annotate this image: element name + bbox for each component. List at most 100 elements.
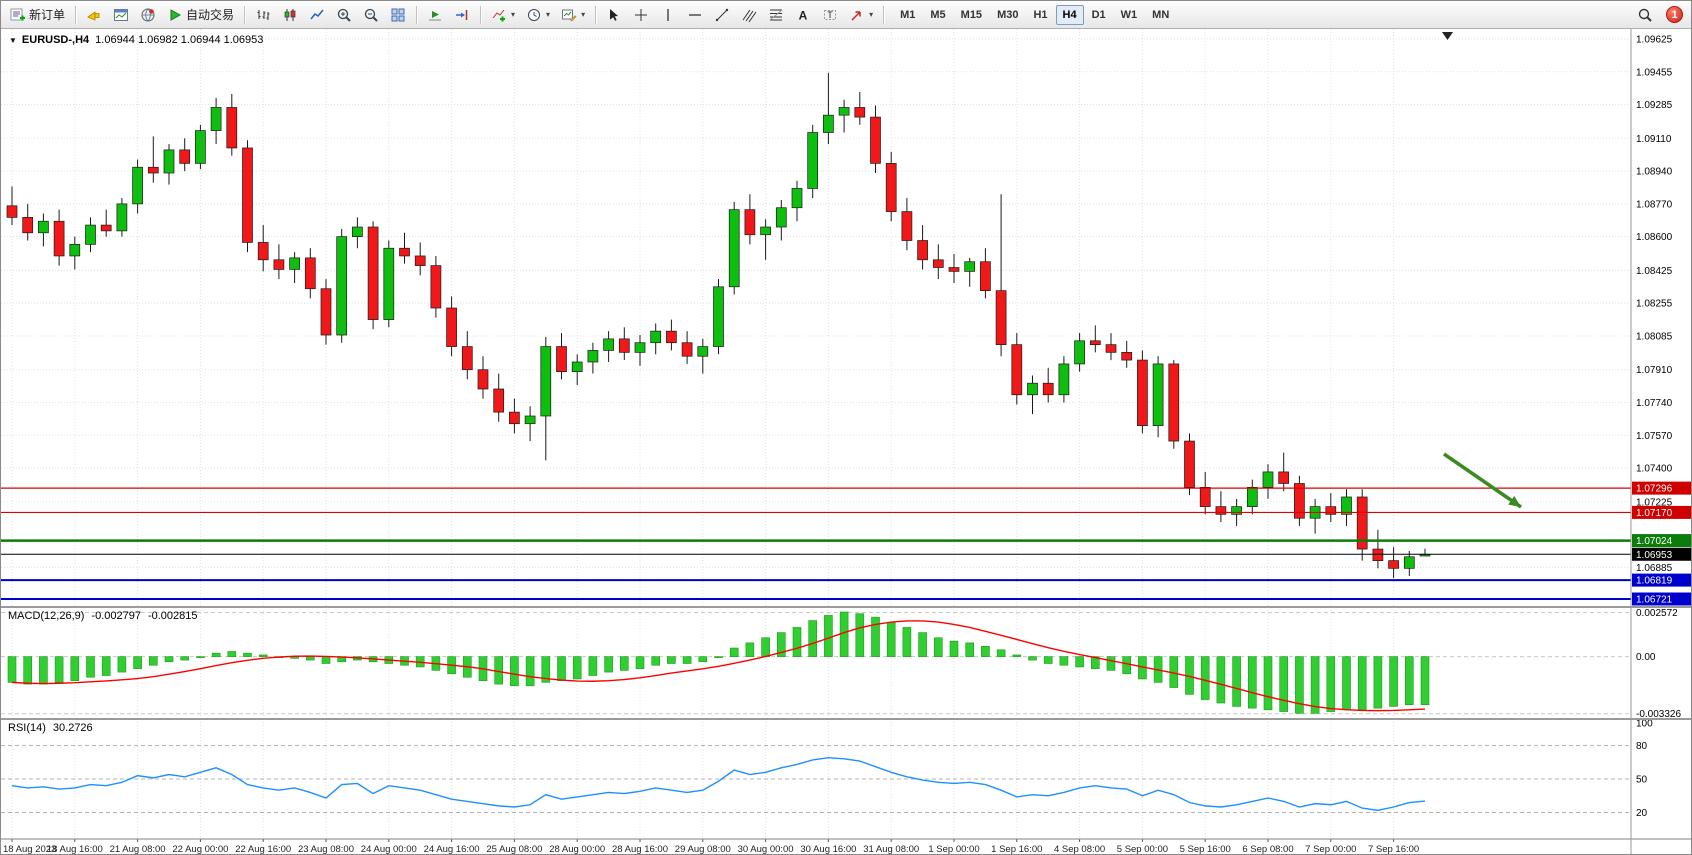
indicators-icon bbox=[492, 9, 506, 21]
timeframe-MN[interactable]: MN bbox=[1145, 5, 1176, 25]
line-chart-button[interactable] bbox=[304, 4, 330, 26]
templates-button[interactable]: ▾ bbox=[556, 4, 590, 26]
svg-text:50: 50 bbox=[1636, 775, 1648, 786]
svg-text:5 Sep 00:00: 5 Sep 00:00 bbox=[1117, 844, 1168, 855]
svg-text:25 Aug 08:00: 25 Aug 08:00 bbox=[486, 844, 542, 855]
tile-windows-button[interactable] bbox=[385, 4, 411, 26]
clock-icon bbox=[528, 8, 541, 21]
svg-text:1.07170: 1.07170 bbox=[1636, 508, 1673, 519]
text-label-icon: T bbox=[824, 9, 837, 20]
svg-text:-0.003326: -0.003326 bbox=[1636, 709, 1681, 720]
autotrading-label: 自动交易 bbox=[186, 8, 235, 22]
crosshair-icon bbox=[635, 8, 648, 21]
fibonacci-tool-button[interactable] bbox=[763, 4, 789, 26]
new-order-button[interactable]: 新订单 bbox=[5, 4, 70, 26]
channel-tool-button[interactable] bbox=[736, 4, 762, 26]
search-icon bbox=[1638, 8, 1652, 22]
chart-shift-marker[interactable] bbox=[1442, 32, 1453, 40]
dropdown-caret: ▾ bbox=[546, 10, 551, 19]
svg-text:1.08255: 1.08255 bbox=[1636, 299, 1673, 310]
timeframe-W1[interactable]: W1 bbox=[1114, 5, 1145, 25]
arrows-tool-button[interactable]: ▾ bbox=[844, 4, 878, 26]
candlestick-chart-button[interactable] bbox=[277, 4, 303, 26]
community-button[interactable] bbox=[135, 4, 161, 26]
toolbar-right-group: 1 bbox=[1632, 4, 1687, 26]
macd-plot bbox=[1, 611, 1631, 715]
template-icon bbox=[562, 9, 577, 22]
svg-text:4 Sep 08:00: 4 Sep 08:00 bbox=[1054, 844, 1105, 855]
dropdown-caret: ▾ bbox=[581, 10, 586, 19]
chart-windows-icon bbox=[114, 8, 129, 21]
toolbar-separator bbox=[75, 5, 77, 24]
cursor-tool-button[interactable] bbox=[601, 4, 627, 26]
horizontal-line-icon bbox=[689, 13, 702, 16]
text-label-tool-button[interactable]: T bbox=[817, 4, 843, 26]
autotrading-button[interactable]: 自动交易 bbox=[162, 4, 239, 26]
candlestick-chart-icon bbox=[284, 8, 296, 21]
svg-text:1 Sep 16:00: 1 Sep 16:00 bbox=[991, 844, 1042, 855]
price-chart[interactable]: 1.09625 1.09455 1.09285 1.09110 1.08940 1.087… bbox=[1, 29, 1692, 855]
svg-text:22 Aug 00:00: 22 Aug 00:00 bbox=[172, 844, 228, 855]
timeframe-M1[interactable]: M1 bbox=[893, 5, 922, 25]
svg-text:A: A bbox=[799, 8, 808, 22]
svg-text:1.08425: 1.08425 bbox=[1636, 266, 1673, 277]
timeframe-M30[interactable]: M30 bbox=[990, 5, 1025, 25]
chart-window-button[interactable] bbox=[108, 4, 134, 26]
svg-text:30 Aug 00:00: 30 Aug 00:00 bbox=[738, 844, 794, 855]
search-button[interactable] bbox=[1632, 4, 1658, 26]
alerts-button[interactable] bbox=[81, 4, 107, 26]
timeframe-H4[interactable]: H4 bbox=[1055, 4, 1084, 25]
zoom-in-icon bbox=[337, 8, 351, 22]
svg-text:1.08940: 1.08940 bbox=[1636, 167, 1673, 178]
timeframe-D1[interactable]: D1 bbox=[1085, 5, 1113, 25]
tile-windows-icon bbox=[391, 8, 405, 21]
zoom-in-button[interactable] bbox=[331, 4, 357, 26]
timeframe-M15[interactable]: M15 bbox=[954, 5, 989, 25]
svg-text:0.00: 0.00 bbox=[1636, 652, 1656, 663]
autotrading-play-icon bbox=[170, 8, 182, 21]
svg-text:7 Sep 16:00: 7 Sep 16:00 bbox=[1368, 844, 1419, 855]
trendline-tool-button[interactable] bbox=[709, 4, 735, 26]
arrow-object-icon bbox=[851, 10, 861, 21]
arrow-annotation[interactable] bbox=[1443, 452, 1522, 509]
svg-text:30 Aug 16:00: 30 Aug 16:00 bbox=[800, 844, 856, 855]
svg-text:T: T bbox=[827, 9, 833, 19]
timeframe-H1[interactable]: H1 bbox=[1026, 5, 1054, 25]
zoom-out-icon bbox=[364, 8, 378, 22]
zoom-out-button[interactable] bbox=[358, 4, 384, 26]
chart-shift-icon bbox=[456, 9, 468, 20]
svg-text:1.08085: 1.08085 bbox=[1636, 331, 1673, 342]
svg-text:1.06885: 1.06885 bbox=[1636, 563, 1673, 574]
chart-shift-button[interactable] bbox=[449, 4, 475, 26]
svg-text:28 Aug 16:00: 28 Aug 16:00 bbox=[612, 844, 668, 855]
horizontal-line-tool-button[interactable] bbox=[682, 4, 708, 26]
svg-text:1.09625: 1.09625 bbox=[1636, 35, 1673, 46]
svg-text:1.07225: 1.07225 bbox=[1636, 497, 1673, 508]
text-tool-button[interactable]: A bbox=[790, 4, 816, 26]
timeframe-M5[interactable]: M5 bbox=[923, 5, 952, 25]
svg-text:1.09110: 1.09110 bbox=[1636, 134, 1672, 145]
megaphone-icon bbox=[87, 10, 100, 21]
timeframe-toolbar: M1 M5 M15 M30 H1 H4 D1 W1 MN bbox=[893, 4, 1176, 25]
price-axis: 1.09625 1.09455 1.09285 1.09110 1.08940 1.087… bbox=[1632, 35, 1691, 819]
crosshair-tool-button[interactable] bbox=[628, 4, 654, 26]
svg-text:29 Aug 08:00: 29 Aug 08:00 bbox=[675, 844, 731, 855]
svg-text:18 Aug 16:00: 18 Aug 16:00 bbox=[47, 844, 103, 855]
horizontal-line-objects[interactable] bbox=[1, 487, 1631, 600]
svg-text:24 Aug 16:00: 24 Aug 16:00 bbox=[424, 844, 480, 855]
trendline-icon bbox=[715, 8, 729, 21]
bar-chart-button[interactable] bbox=[250, 4, 276, 26]
periods-button[interactable]: ▾ bbox=[521, 4, 555, 26]
svg-text:1.07024: 1.07024 bbox=[1636, 536, 1673, 547]
one-click-trading-toggle[interactable]: ▼ bbox=[9, 36, 17, 45]
auto-scroll-button[interactable] bbox=[422, 4, 448, 26]
vertical-line-tool-button[interactable] bbox=[655, 4, 681, 26]
toolbar-separator bbox=[480, 5, 482, 24]
svg-text:1.07740: 1.07740 bbox=[1636, 398, 1673, 409]
notification-badge[interactable]: 1 bbox=[1666, 6, 1683, 23]
toolbar-separator bbox=[883, 5, 885, 24]
svg-text:1.06819: 1.06819 bbox=[1636, 576, 1673, 587]
svg-text:1.08600: 1.08600 bbox=[1636, 232, 1673, 243]
indicators-button[interactable]: ▾ bbox=[486, 4, 520, 26]
